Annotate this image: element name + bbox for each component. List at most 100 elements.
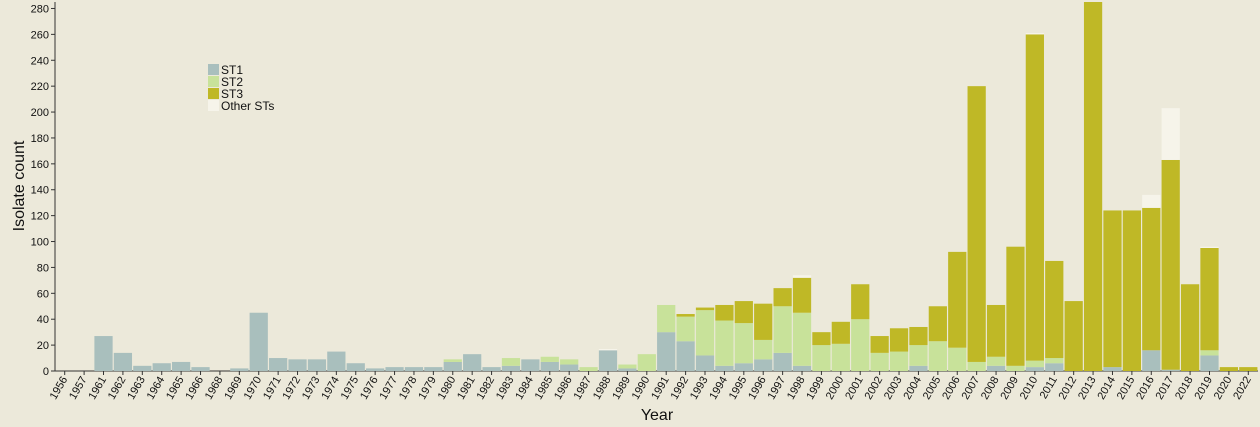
bar-segment — [1103, 367, 1122, 371]
bar-segment — [482, 367, 501, 371]
bar-segment — [1142, 350, 1161, 371]
bar-segment — [812, 345, 831, 371]
bar-segment — [560, 364, 579, 371]
y-tick-label: 0 — [43, 366, 49, 378]
bar-segment — [152, 363, 171, 371]
y-tick-label: 100 — [31, 237, 49, 249]
bar-segment — [695, 307, 715, 311]
bar-segment — [928, 341, 947, 371]
bar-segment — [346, 363, 365, 371]
bar-segment — [715, 365, 734, 371]
bar-segment — [1200, 248, 1219, 351]
bar-segment — [1200, 246, 1219, 248]
bar-segment — [754, 359, 773, 371]
bar-segment — [1083, 2, 1103, 371]
bar-segment — [1025, 33, 1044, 35]
bar-segment — [734, 301, 753, 324]
bar-segment — [715, 304, 734, 321]
y-tick-label: 280 — [31, 3, 49, 15]
bar-segment — [501, 365, 521, 371]
bar-segment — [889, 328, 909, 352]
bar-segment — [1045, 260, 1064, 359]
bar-segment — [443, 361, 462, 371]
y-tick-label: 140 — [31, 185, 49, 197]
bar-segment — [579, 367, 598, 371]
legend-label: ST3 — [221, 87, 243, 101]
bar-segment — [1161, 369, 1180, 371]
bar-segment — [618, 364, 637, 369]
bar-segment — [928, 306, 947, 342]
y-tick-label: 60 — [37, 288, 49, 300]
bar-segment — [133, 365, 152, 371]
bar-segment — [249, 312, 268, 371]
bar-segment — [463, 354, 482, 371]
bar-segment — [1045, 358, 1064, 364]
bar-segment — [1025, 34, 1044, 361]
bar-segment — [715, 320, 734, 366]
bar-segment — [404, 367, 424, 371]
bar-segment — [1142, 207, 1161, 351]
bar-segment — [1025, 360, 1044, 368]
bar-segment — [1025, 367, 1044, 371]
y-tick-label: 200 — [31, 107, 49, 119]
bar-segment — [1064, 301, 1083, 371]
y-tick-label: 180 — [31, 133, 49, 145]
bar-segment — [113, 352, 133, 371]
bar-segment — [831, 321, 850, 344]
bar-segment — [288, 359, 307, 371]
bar-segment — [618, 368, 637, 371]
bar-segment — [792, 312, 812, 366]
bar-segment — [1045, 363, 1064, 371]
bar-segment — [1103, 210, 1122, 368]
bar-segment — [1142, 194, 1161, 208]
bar-segment — [812, 332, 831, 346]
y-tick-label: 260 — [31, 29, 49, 41]
bar-segment — [385, 367, 404, 371]
bar-segment — [676, 316, 695, 342]
bar-segment — [792, 275, 812, 278]
bar-segment — [967, 86, 986, 362]
bar-segment — [734, 363, 753, 371]
bar-segment — [967, 361, 986, 371]
bar-segment — [792, 365, 812, 371]
bar-segment — [424, 367, 443, 371]
bar-segment — [1239, 367, 1258, 371]
bar-segment — [986, 365, 1006, 371]
bar-segment — [773, 288, 792, 307]
bar-segment — [443, 359, 462, 362]
bar-segment — [191, 367, 210, 371]
bar-segment — [676, 341, 695, 371]
bar-segment — [851, 284, 870, 320]
bar-segment — [1006, 365, 1025, 371]
bar-segment — [676, 314, 695, 317]
bar-segment — [695, 355, 715, 371]
bar-segment — [1219, 367, 1239, 371]
legend-swatch — [208, 88, 219, 99]
bar-segment — [909, 326, 928, 346]
bar-segment — [773, 352, 792, 371]
y-tick-label: 120 — [31, 211, 49, 223]
legend-swatch — [208, 76, 219, 87]
y-tick-label: 40 — [37, 314, 49, 326]
bar-segment — [909, 365, 928, 371]
bar-segment — [1122, 210, 1141, 371]
bar-segment — [637, 354, 656, 371]
bar-segment — [1161, 159, 1180, 370]
bar-segment — [754, 303, 773, 340]
legend-swatch — [208, 64, 219, 75]
bar-segment — [269, 358, 288, 371]
bar-segment — [734, 323, 753, 364]
bar-segment — [657, 332, 676, 371]
bar-segment — [1200, 355, 1219, 371]
bar-segment — [540, 361, 559, 371]
bar-segment — [851, 319, 870, 371]
bar-segment — [986, 304, 1006, 357]
y-tick-label: 20 — [37, 340, 49, 352]
bar-segment — [1161, 108, 1180, 160]
x-axis-title: Year — [641, 407, 674, 424]
bar-segment — [521, 359, 540, 371]
legend-swatch — [208, 100, 219, 111]
bar-segment — [1200, 350, 1219, 356]
bar-segment — [695, 310, 715, 356]
